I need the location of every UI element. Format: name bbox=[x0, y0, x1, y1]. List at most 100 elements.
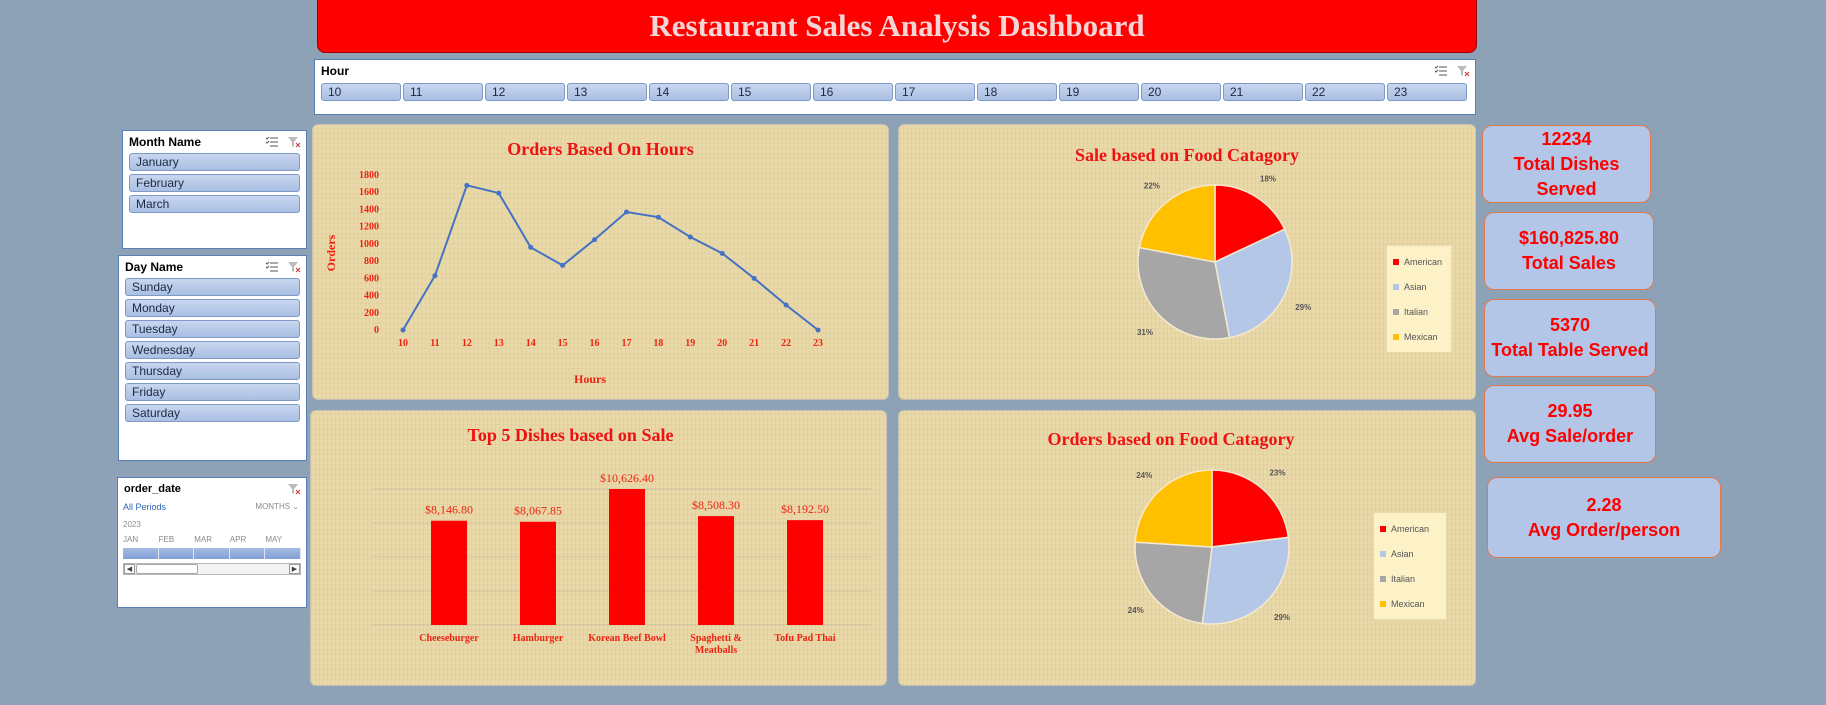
legend-swatch bbox=[1380, 550, 1386, 557]
kpi-value: 5370 bbox=[1549, 315, 1591, 335]
kpi-value: 12234 bbox=[1541, 128, 1592, 149]
timeline-selection-bar[interactable] bbox=[123, 548, 301, 559]
legend-swatch bbox=[1380, 575, 1386, 582]
hour-item-23[interactable]: 23 bbox=[1387, 83, 1467, 101]
hour-item-22[interactable]: 22 bbox=[1305, 83, 1385, 101]
orders-by-food-category-chart: Orders based on Food Catagory 23% 29% 24% 2… bbox=[898, 410, 1476, 686]
bar-value-label: $10,626.40 bbox=[600, 471, 654, 485]
bar-category-label: Hamburger bbox=[513, 633, 564, 644]
bar bbox=[787, 520, 823, 625]
hour-item-11[interactable]: 11 bbox=[403, 83, 483, 101]
bar-category-label: Tofu Pad Thai bbox=[774, 633, 835, 644]
hour-item-20[interactable]: 20 bbox=[1141, 83, 1221, 101]
multi-select-icon[interactable] bbox=[265, 261, 279, 273]
y-axis-label: Orders bbox=[324, 234, 338, 271]
timeline-scrollbar[interactable]: ◀ ▶ bbox=[123, 563, 301, 575]
chart-title: Top 5 Dishes based on Sale bbox=[467, 425, 674, 445]
bar bbox=[698, 516, 734, 625]
hour-item-16[interactable]: 16 bbox=[813, 83, 893, 101]
timeline-level-dropdown[interactable]: MONTHS ⌄ bbox=[255, 502, 299, 511]
pie-slice-asian bbox=[1214, 228, 1293, 339]
x-axis-label: Hours bbox=[574, 372, 606, 386]
x-tick-label: 12 bbox=[462, 338, 472, 349]
slice-percent-label: 29% bbox=[1274, 613, 1290, 622]
kpi-value: $160,825.80 bbox=[1518, 228, 1620, 248]
month-item-february[interactable]: February bbox=[129, 174, 300, 192]
legend-item-mexican: Mexican bbox=[1380, 591, 1440, 616]
hour-item-10[interactable]: 10 bbox=[321, 83, 401, 101]
data-point bbox=[560, 262, 566, 268]
hour-item-21[interactable]: 21 bbox=[1223, 83, 1303, 101]
hour-item-17[interactable]: 17 bbox=[895, 83, 975, 101]
legend-item-american: American bbox=[1380, 516, 1440, 541]
legend-swatch bbox=[1380, 525, 1386, 532]
hour-item-14[interactable]: 14 bbox=[649, 83, 729, 101]
pie-chart-svg: 18% 29% 31% 22% bbox=[1137, 174, 1311, 340]
timeline-all-periods[interactable]: All Periods bbox=[123, 502, 167, 512]
pie-slice-asian bbox=[1201, 536, 1290, 625]
day-item-thursday[interactable]: Thursday bbox=[125, 362, 300, 380]
month-item-march[interactable]: March bbox=[129, 195, 300, 213]
x-tick-label: 11 bbox=[430, 338, 439, 349]
day-item-friday[interactable]: Friday bbox=[125, 383, 300, 401]
pie-chart-svg: 23% 29% 24% 24% bbox=[1128, 469, 1290, 625]
scroll-left-icon[interactable]: ◀ bbox=[124, 564, 135, 574]
legend-label: American bbox=[1404, 256, 1443, 267]
kpi-label: Total Table Served bbox=[1491, 340, 1649, 360]
day-item-tuesday[interactable]: Tuesday bbox=[125, 320, 300, 338]
y-tick-label: 1400 bbox=[359, 204, 379, 215]
x-tick-label: 17 bbox=[621, 338, 631, 349]
bar-category-label: Spaghetti & Meatballs bbox=[690, 633, 741, 656]
timeline-month-mar: MAR bbox=[194, 535, 212, 544]
data-point bbox=[719, 250, 725, 256]
hour-item-13[interactable]: 13 bbox=[567, 83, 647, 101]
clear-filter-icon[interactable] bbox=[287, 483, 301, 495]
legend-label: Asian bbox=[1391, 548, 1414, 559]
timeline-month-may: MAY bbox=[265, 535, 283, 544]
hour-item-15[interactable]: 15 bbox=[731, 83, 811, 101]
hour-item-18[interactable]: 18 bbox=[977, 83, 1057, 101]
hour-slicer: Hour 10 11 12 13 14 15 16 17 18 19 20 21 22 23 bbox=[314, 59, 1476, 115]
pie-slice-american bbox=[1214, 184, 1286, 264]
legend-item-american: American bbox=[1393, 249, 1445, 274]
kpi-label: Total Dishes Served bbox=[1513, 153, 1620, 199]
day-item-wednesday[interactable]: Wednesday bbox=[125, 341, 300, 359]
kpi-value: 2.28 bbox=[1586, 494, 1622, 515]
y-tick-label: 200 bbox=[364, 308, 379, 319]
pie-slice-mexican bbox=[1134, 469, 1213, 548]
scroll-right-icon[interactable]: ▶ bbox=[289, 564, 300, 574]
scroll-thumb[interactable] bbox=[136, 564, 198, 574]
x-tick-label: 16 bbox=[590, 338, 600, 349]
slice-percent-label: 24% bbox=[1128, 606, 1144, 615]
clear-filter-icon[interactable] bbox=[1456, 65, 1470, 77]
hour-item-12[interactable]: 12 bbox=[485, 83, 565, 101]
month-item-january[interactable]: January bbox=[129, 153, 300, 171]
multi-select-icon[interactable] bbox=[265, 136, 279, 148]
y-tick-label: 0 bbox=[374, 325, 379, 336]
month-slicer-title: Month Name bbox=[129, 135, 201, 149]
y-tick-label: 1200 bbox=[359, 222, 379, 233]
pie-slice-italian bbox=[1137, 246, 1231, 340]
dashboard-title: Restaurant Sales Analysis Dashboard bbox=[649, 8, 1145, 43]
multi-select-icon[interactable] bbox=[1434, 65, 1448, 77]
legend-item-mexican: Mexican bbox=[1393, 324, 1445, 349]
timeline-month-jan: JAN bbox=[123, 535, 139, 544]
chart-title: Sale based on Food Catagory bbox=[1074, 145, 1299, 165]
kpi-avg-sale-order: 29.95 Avg Sale/order bbox=[1484, 385, 1656, 463]
legend-item-asian: Asian bbox=[1380, 541, 1440, 566]
pie-slice-mexican bbox=[1138, 184, 1216, 263]
hour-item-19[interactable]: 19 bbox=[1059, 83, 1139, 101]
data-point bbox=[623, 209, 629, 215]
bar bbox=[609, 489, 645, 625]
chart-title: Orders Based On Hours bbox=[507, 139, 694, 159]
clear-filter-icon[interactable] bbox=[287, 136, 301, 148]
month-slicer: Month Name January February March bbox=[122, 130, 307, 249]
timeline-month-feb: FEB bbox=[158, 535, 175, 544]
day-item-saturday[interactable]: Saturday bbox=[125, 404, 300, 422]
day-item-monday[interactable]: Monday bbox=[125, 299, 300, 317]
y-tick-label: 800 bbox=[364, 256, 379, 267]
day-item-sunday[interactable]: Sunday bbox=[125, 278, 300, 296]
kpi-avg-order-person: 2.28 Avg Order/person bbox=[1487, 477, 1721, 558]
clear-filter-icon[interactable] bbox=[287, 261, 301, 273]
hour-slicer-title: Hour bbox=[321, 64, 349, 78]
